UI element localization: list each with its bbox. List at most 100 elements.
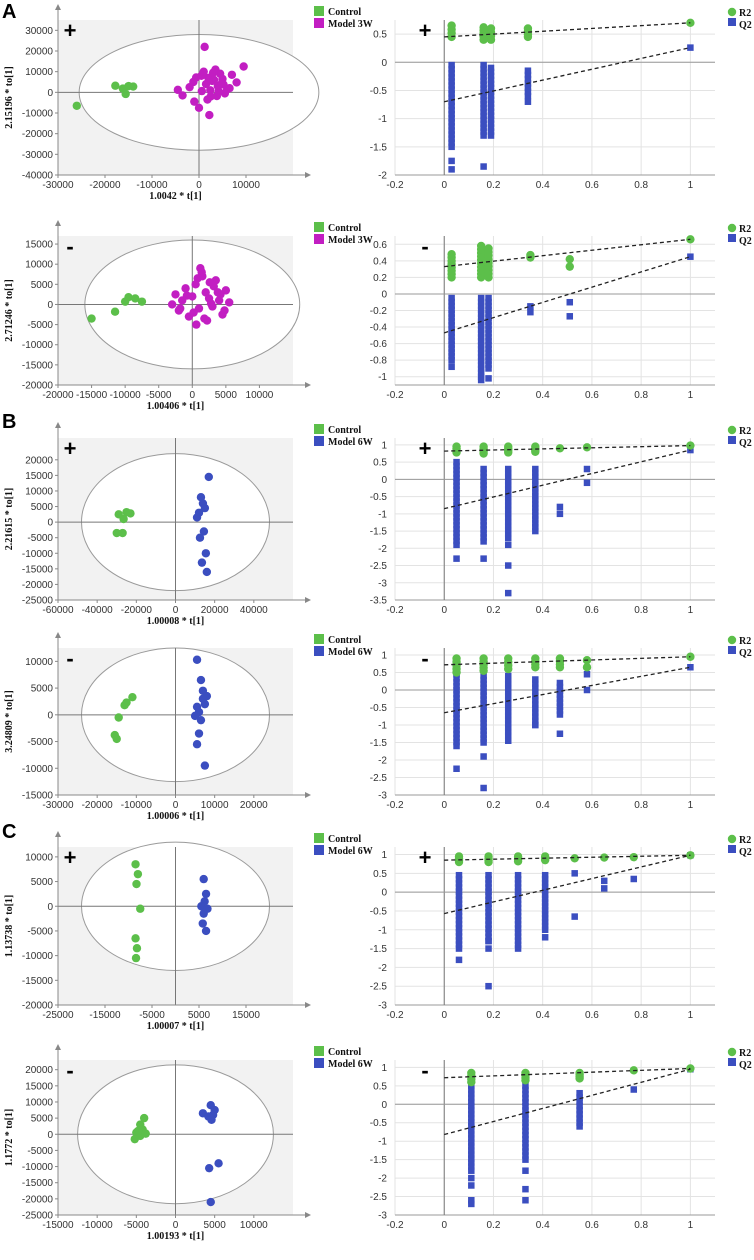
q2-point bbox=[532, 696, 539, 704]
q2-point bbox=[532, 500, 539, 508]
q2-point bbox=[477, 342, 485, 349]
q2-point bbox=[514, 937, 522, 944]
control-point bbox=[131, 294, 140, 303]
q2-point bbox=[477, 338, 485, 345]
q2-point bbox=[480, 65, 487, 73]
ion-mode-label: + bbox=[64, 845, 77, 870]
q2-point bbox=[453, 722, 460, 730]
y-tick-label: 0 bbox=[381, 686, 387, 697]
legend-label: Model 3W bbox=[328, 19, 373, 30]
q2-point bbox=[468, 1167, 475, 1174]
q2-point bbox=[522, 1098, 529, 1106]
y-tick-label: -3 bbox=[378, 1001, 387, 1012]
y-tick-label: -1.5 bbox=[370, 944, 388, 955]
q2-point bbox=[541, 907, 549, 914]
q2-point bbox=[480, 753, 487, 760]
q2-point bbox=[504, 708, 512, 715]
q2-point bbox=[453, 478, 460, 486]
y-tick-label: -1 bbox=[378, 372, 387, 383]
x-tick-label: 0 bbox=[441, 605, 447, 616]
legend-swatch bbox=[727, 834, 737, 844]
r2-point bbox=[476, 241, 486, 251]
y-tick-label: -20000 bbox=[22, 1194, 54, 1205]
q2-point bbox=[480, 555, 487, 562]
legend-swatch bbox=[727, 223, 737, 233]
y-tick-label: -1.5 bbox=[370, 527, 388, 538]
model-point bbox=[197, 558, 207, 567]
q2-point bbox=[480, 526, 487, 533]
y-tick-label: 5000 bbox=[31, 502, 54, 513]
q2-point bbox=[487, 104, 495, 111]
q2-point bbox=[522, 1082, 529, 1090]
legend-label: Model 6W bbox=[328, 647, 373, 658]
legend-swatch bbox=[314, 6, 324, 16]
q2-point bbox=[600, 885, 608, 892]
x-tick-label: 20000 bbox=[240, 800, 268, 811]
q2-point bbox=[522, 1185, 529, 1193]
r2-point bbox=[479, 23, 488, 32]
q2-point bbox=[524, 88, 532, 96]
permutation-plot: -0.2 0 0.2 0.4 0.6 0.8 1 1 0.5 0 -0.5 -1 -1.5 -2 -2.5 -… bbox=[370, 425, 752, 616]
r2-point bbox=[521, 1068, 530, 1078]
y-tick-label: 0 bbox=[47, 88, 53, 99]
y-tick-label: -1.5 bbox=[370, 142, 388, 153]
q2-point bbox=[556, 707, 564, 714]
q2-point bbox=[504, 518, 512, 525]
y-tick-label: -3 bbox=[378, 791, 387, 802]
q2-point bbox=[448, 139, 455, 146]
model-point bbox=[204, 472, 213, 482]
y-tick-label: 0.2 bbox=[373, 273, 387, 284]
q2-point bbox=[532, 520, 539, 527]
model-point bbox=[213, 288, 222, 297]
y-tick-label: 30000 bbox=[25, 26, 53, 37]
q2-point bbox=[455, 880, 463, 887]
control-point bbox=[131, 934, 140, 943]
y-tick-label: -0.5 bbox=[370, 906, 388, 917]
y-tick-label: -2 bbox=[378, 1174, 387, 1185]
q2-point bbox=[448, 102, 455, 110]
y-tick-label: -3 bbox=[378, 1211, 387, 1222]
q2-point bbox=[448, 333, 455, 341]
q2-point bbox=[556, 510, 564, 518]
q2-point bbox=[504, 724, 512, 731]
x-tick-label: 0.8 bbox=[634, 1010, 648, 1021]
q2-point bbox=[468, 1098, 475, 1106]
y-tick-label: -3 bbox=[378, 578, 387, 589]
y-tick-label: 10000 bbox=[25, 486, 53, 497]
legend-label: Model 3W bbox=[328, 235, 373, 246]
q2-point bbox=[477, 306, 485, 314]
q2-point bbox=[504, 700, 512, 708]
q2-point bbox=[453, 533, 460, 541]
y-tick-label: -2 bbox=[378, 756, 387, 767]
q2-point bbox=[524, 92, 532, 100]
q2-point bbox=[480, 497, 487, 505]
model-point bbox=[201, 926, 211, 936]
q2-point bbox=[487, 116, 495, 123]
ion-mode-label: - bbox=[66, 1058, 73, 1083]
x-tick-label: 0.4 bbox=[536, 1010, 550, 1021]
control-point bbox=[131, 953, 141, 963]
q2-point bbox=[485, 880, 492, 887]
q2-point bbox=[480, 704, 487, 711]
y-tick-label: 1 bbox=[381, 850, 387, 861]
y-tick-label: -0.8 bbox=[370, 356, 388, 367]
q2-point bbox=[480, 723, 487, 731]
q2-point bbox=[455, 892, 463, 899]
x-tick-label: 0.6 bbox=[585, 1010, 599, 1021]
q2-point bbox=[485, 314, 492, 321]
model-point bbox=[215, 69, 225, 78]
q2-point bbox=[480, 680, 487, 688]
q2-point bbox=[522, 1144, 529, 1151]
q2-point bbox=[504, 728, 512, 735]
model-point bbox=[209, 75, 219, 85]
q2-point bbox=[514, 941, 522, 949]
y-tick-label: -25000 bbox=[22, 1211, 54, 1222]
q2-point bbox=[522, 1123, 529, 1131]
y-axis-arrow bbox=[55, 422, 61, 428]
r2-point bbox=[484, 852, 493, 861]
q2-point bbox=[453, 730, 460, 738]
q2-point bbox=[532, 713, 539, 720]
q2-point bbox=[485, 375, 492, 382]
x-tick-label: -0.2 bbox=[386, 1220, 404, 1231]
x-tick-label: 1 bbox=[688, 800, 694, 811]
